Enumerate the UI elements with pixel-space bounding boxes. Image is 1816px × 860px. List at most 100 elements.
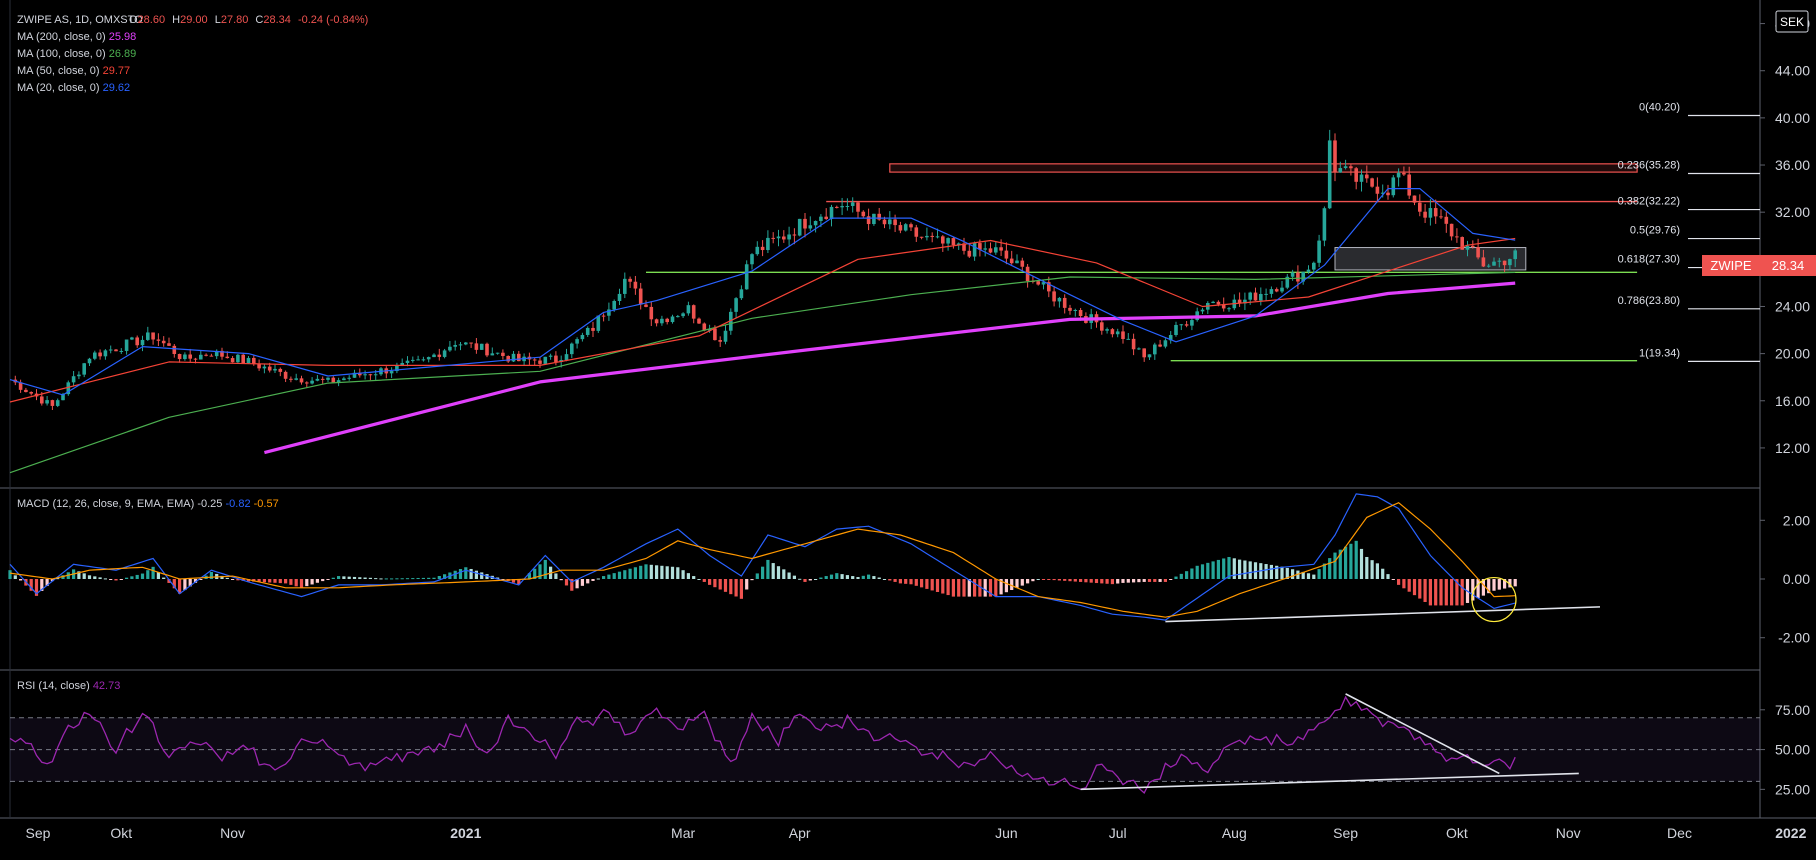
macd-histogram-bar — [877, 577, 881, 579]
macd-panel[interactable] — [8, 493, 1601, 623]
macd-histogram-bar — [151, 566, 155, 579]
candle-body — [872, 213, 876, 225]
macd-histogram-bar — [745, 579, 749, 590]
macd-histogram-bar — [437, 575, 441, 579]
macd-histogram-bar — [209, 571, 213, 579]
candle-body — [909, 224, 913, 228]
macd-histogram-bar — [29, 579, 33, 591]
macd-histogram-bar — [554, 573, 558, 579]
fib-label-4: 0.618(27.30) — [1618, 254, 1680, 266]
currency-badge-box — [1775, 10, 1809, 33]
candle-body — [1433, 208, 1438, 217]
candle-body — [130, 337, 134, 340]
macd-histogram-bar — [1200, 564, 1205, 579]
macd-histogram-bar — [1163, 579, 1167, 582]
candle-body — [1264, 293, 1268, 295]
macd-histogram-bar — [1026, 579, 1030, 584]
macd-histogram-bar — [103, 578, 107, 580]
macd-histogram-bar — [692, 576, 696, 579]
macd-histogram-bar — [920, 579, 924, 588]
candle-body — [437, 354, 442, 357]
macd-histogram-bar — [665, 566, 669, 579]
price-legend: ZWIPE AS, 1D, OMXSTO O28.60 H29.00 L27.8… — [17, 14, 368, 94]
candle-body — [331, 377, 336, 383]
candle-body — [1317, 240, 1321, 263]
candle-body — [670, 316, 675, 323]
time-tick-label: Okt — [110, 825, 132, 841]
ohlc-h-value: 29.00 — [180, 14, 208, 26]
candle-body — [750, 254, 754, 265]
macd-histogram-bar — [1232, 558, 1236, 579]
ma200-legend: MA (200, close, 0) 25.98 — [17, 31, 136, 43]
rsi-panel[interactable] — [9, 693, 1760, 794]
macd-histogram-bar — [331, 577, 335, 579]
macd-histogram-bar — [1216, 559, 1220, 579]
fib-label-6: 1(19.34) — [1639, 347, 1680, 359]
candle-body — [310, 380, 314, 384]
candle-body — [1423, 211, 1427, 218]
candle-body — [1121, 331, 1125, 339]
candle-body — [1402, 172, 1406, 175]
candle-body — [506, 356, 510, 362]
ohlc-h-label: H — [172, 14, 180, 26]
macd-histogram-bar — [1036, 579, 1040, 580]
candle-body — [543, 356, 548, 364]
candle-body — [336, 380, 341, 383]
macd-histogram-bar — [734, 579, 738, 597]
currency-badge[interactable]: SEK — [1775, 10, 1809, 33]
candle-body — [829, 206, 834, 220]
macd-histogram-bar — [840, 574, 844, 579]
candle-body — [787, 234, 791, 240]
candle-body — [485, 343, 489, 356]
candle-body — [278, 368, 283, 372]
macd-histogram-bar — [77, 571, 81, 579]
macd-histogram-bar — [480, 572, 484, 579]
macd-histogram-bar — [787, 572, 791, 579]
macd-histogram-bar — [1052, 579, 1056, 581]
candle-body — [585, 327, 590, 335]
macd-highlight-circle — [1471, 576, 1517, 623]
main-price-panel[interactable]: 0(40.20) 0.236(35.28) 0.382(32.22) 0.5(29.7… — [9, 102, 1760, 474]
macd-histogram-bar — [602, 576, 606, 579]
macd-histogram-bar — [310, 579, 314, 585]
macd-histogram-bar — [1031, 579, 1035, 582]
candle-body — [803, 218, 807, 229]
candle-body — [1078, 309, 1083, 317]
macd-histogram-bar — [1381, 568, 1385, 579]
candle-body — [972, 243, 977, 257]
candle-body — [273, 368, 277, 371]
macd-histogram-bar — [87, 575, 92, 579]
candle-body — [792, 234, 797, 236]
macd-histogram-bar — [193, 579, 198, 583]
candle-body — [665, 318, 669, 323]
macd-histogram-bar — [156, 572, 160, 579]
candle-body — [40, 396, 44, 404]
currency-label: SEK — [1780, 15, 1804, 29]
macd-histogram-bar — [1094, 579, 1099, 584]
rsi-tick-label: 25.00 — [1775, 781, 1810, 797]
candle-body — [305, 382, 309, 384]
candle-body — [1105, 329, 1109, 331]
candle-body — [214, 350, 219, 357]
candle-body — [893, 219, 897, 226]
resistance-zone — [889, 163, 1638, 173]
macd-histogram-bar — [988, 579, 993, 597]
time-tick-label: Dec — [1667, 825, 1692, 841]
candle-body — [77, 374, 81, 377]
price-tag-bg — [1760, 255, 1816, 276]
macd-histogram-bar — [766, 559, 770, 579]
candle-body — [421, 359, 426, 361]
price-tick-label: 12.00 — [1775, 440, 1810, 456]
candle-body — [1269, 289, 1274, 294]
candle-body — [294, 378, 298, 380]
candle-body — [1184, 324, 1189, 326]
macd-histogram-bar — [416, 577, 420, 579]
ma50-line — [9, 237, 1516, 403]
candle-body — [676, 316, 680, 318]
candle-body — [1471, 245, 1475, 248]
macd-histogram-bar — [400, 578, 404, 580]
time-tick-label: Apr — [789, 825, 811, 841]
candle-body — [1312, 262, 1316, 270]
candle-body — [204, 354, 208, 356]
